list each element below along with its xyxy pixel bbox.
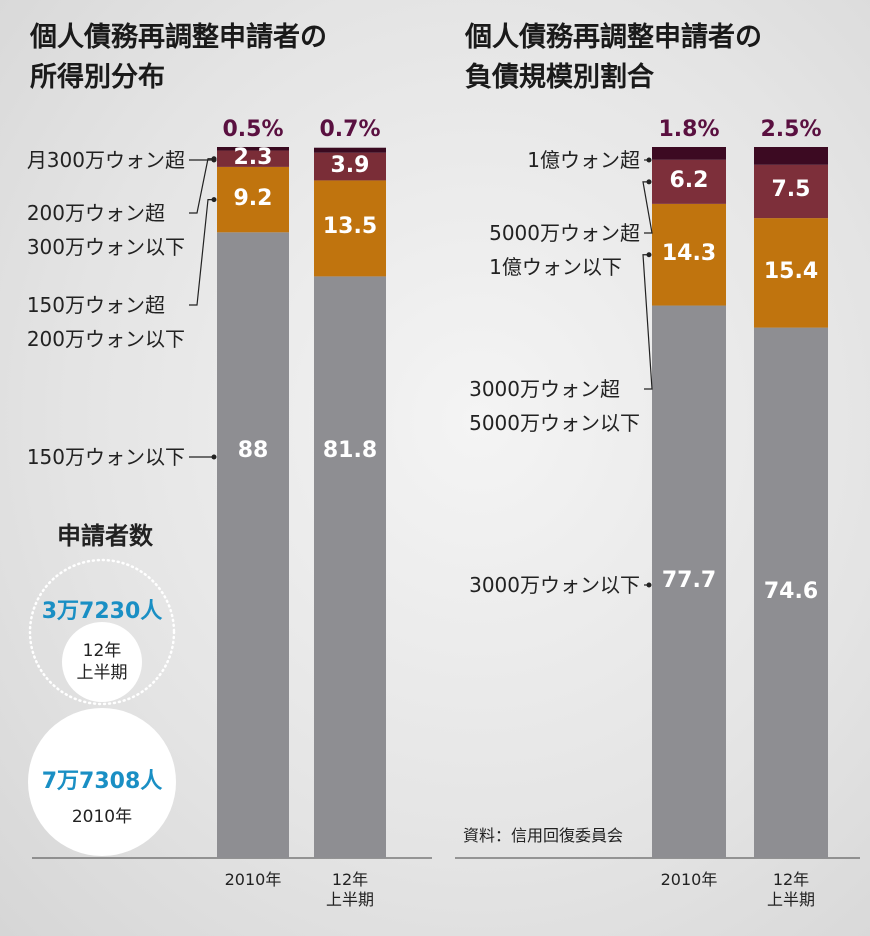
- source: 資料：信用回復委員会: [463, 826, 624, 845]
- value-label: 14.3: [661, 240, 717, 266]
- value-label: 15.4: [763, 258, 819, 284]
- bar-segment: [314, 152, 386, 181]
- applicant-period: 2010年: [71, 807, 133, 827]
- legend-label: 3000万ウォン超 5000万ウォン以下: [469, 377, 640, 435]
- legend-label: 200万ウォン超 300万ウォン以下: [26, 201, 185, 259]
- applicant-period: 12年 上半期: [76, 641, 128, 683]
- bar-segment: [652, 147, 726, 160]
- leader-line: [189, 199, 214, 306]
- bar-segment: [217, 232, 289, 858]
- value-label: 81.8: [322, 438, 378, 463]
- bar-segment: [217, 150, 289, 167]
- bar-segment: [754, 218, 828, 328]
- legend-label: 月300万ウォン超: [26, 148, 185, 172]
- value-label: 7.5: [771, 177, 811, 203]
- leader-dot: [211, 454, 217, 460]
- bar-segment: [217, 166, 289, 233]
- bar-segment: [754, 327, 828, 858]
- value-label: 13.5: [322, 214, 378, 240]
- bar-segment: [314, 147, 386, 153]
- leader-line: [642, 254, 653, 390]
- leader-line: [189, 158, 214, 214]
- chart-title: 個人債務再調整申請者の 所得別分布: [30, 22, 327, 93]
- legend-label: 150万ウォン超 200万ウォン以下: [26, 293, 185, 351]
- value-label: 0.7%: [319, 117, 381, 142]
- value-label: 88: [237, 438, 269, 463]
- legend-label: 1億ウォン超: [527, 148, 640, 172]
- leader-line: [642, 181, 653, 234]
- bar-segment: [652, 305, 726, 859]
- leader-dot: [211, 157, 217, 163]
- value-label: 0.5%: [222, 117, 284, 142]
- value-label: 3.9: [330, 152, 370, 178]
- bar-segment: [754, 164, 828, 219]
- dotted-circle: [28, 558, 176, 706]
- leader-dot: [646, 157, 652, 163]
- value-label: 77.7: [661, 567, 717, 593]
- legend-label: 5000万ウォン超 1億ウォン以下: [489, 221, 640, 279]
- bar-segment: [217, 147, 289, 151]
- x-tick-label: 12年 上半期: [766, 870, 815, 909]
- applicant-count: 3万7230人: [41, 599, 163, 624]
- value-label: 74.6: [763, 578, 819, 604]
- leader-dot: [211, 197, 217, 203]
- x-tick-label: 12年 上半期: [325, 870, 374, 909]
- bar-segment: [314, 276, 386, 859]
- applicant-count: 7万7308人: [41, 769, 163, 794]
- legend-label: 150万ウォン以下: [26, 445, 185, 469]
- applicants-title: 申請者数: [57, 522, 153, 550]
- value-label: 2.5%: [760, 117, 822, 142]
- bar-segment: [754, 147, 828, 165]
- bar-segment: [314, 180, 386, 277]
- x-tick-label: 2010年: [224, 870, 282, 889]
- chart-title: 個人債務再調整申請者の 負債規模別割合: [465, 22, 762, 93]
- bar-segment: [652, 159, 726, 204]
- value-label: 9.2: [233, 185, 273, 211]
- leader-dot: [646, 252, 652, 258]
- leader-dot: [646, 179, 652, 185]
- bar-segment: [652, 203, 726, 306]
- white-circle: [28, 708, 176, 856]
- leader-dot: [646, 582, 652, 588]
- value-label: 1.8%: [658, 117, 720, 142]
- value-label: 2.3: [233, 144, 273, 170]
- small-circle: [62, 622, 142, 702]
- legend-label: 3000万ウォン以下: [469, 573, 640, 597]
- value-label: 6.2: [669, 167, 709, 193]
- x-tick-label: 2010年: [660, 870, 718, 889]
